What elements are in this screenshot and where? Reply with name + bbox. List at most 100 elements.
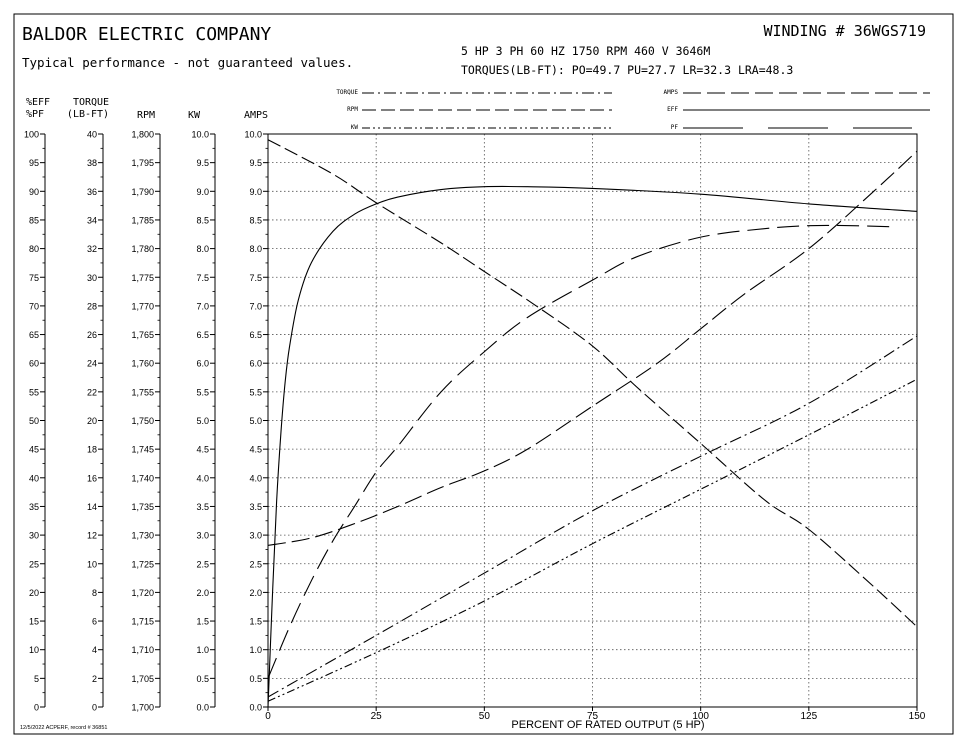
y-tick-label-rpm: 1,750 (131, 416, 154, 426)
x-tick-label: 50 (479, 711, 491, 722)
legend-label-eff: EFF (667, 106, 678, 113)
y-tick-label-torque: 6 (92, 617, 97, 627)
series-line-eff (267, 185, 918, 708)
y-tick-label-amps: 9.0 (249, 187, 262, 197)
x-tick-label: 0 (265, 711, 271, 722)
y-tick-label-rpm: 1,715 (131, 617, 154, 627)
y-tick-label-rpm: 1,700 (131, 703, 154, 713)
y-tick-label-rpm: 1,770 (131, 301, 154, 311)
y-tick-label-amps: 2.0 (249, 588, 262, 598)
x-tick-label: 25 (371, 711, 383, 722)
y-tick-label-kw: 8.0 (196, 244, 209, 254)
y-tick-label-amps: 7.5 (249, 273, 262, 283)
y-tick-label-eff_pf: 15 (29, 617, 39, 627)
y-tick-label-torque: 38 (87, 158, 97, 168)
y-tick-label-amps: 9.5 (249, 158, 262, 168)
y-tick-label-rpm: 1,735 (131, 502, 154, 512)
axes: 0 25 50 75 100 125 150051015202530354045505560… (24, 130, 926, 723)
y-tick-label-kw: 4.5 (196, 445, 209, 455)
y-tick-label-amps: 1.0 (249, 645, 262, 655)
y-tick-label-torque: 40 (87, 130, 97, 140)
y-tick-label-amps: 0.5 (249, 674, 262, 684)
series-line-kw (267, 378, 918, 702)
axis-header-rpm: RPM (137, 110, 155, 121)
y-tick-label-torque: 28 (87, 301, 97, 311)
y-tick-label-eff_pf: 30 (29, 531, 39, 541)
y-tick-label-eff_pf: 90 (29, 187, 39, 197)
axis-header-torque-unit: (LB-FT) (67, 109, 109, 120)
y-tick-label-kw: 5.5 (196, 387, 209, 397)
y-tick-label-kw: 10.0 (191, 130, 209, 140)
y-tick-label-amps: 2.5 (249, 559, 262, 569)
y-tick-label-amps: 4.5 (249, 445, 262, 455)
y-tick-label-amps: 8.0 (249, 244, 262, 254)
y-tick-label-eff_pf: 70 (29, 301, 39, 311)
y-tick-label-eff_pf: 45 (29, 445, 39, 455)
y-tick-label-eff_pf: 80 (29, 244, 39, 254)
y-tick-label-kw: 9.5 (196, 158, 209, 168)
y-tick-label-kw: 4.0 (196, 473, 209, 483)
y-tick-label-rpm: 1,755 (131, 387, 154, 397)
y-tick-label-eff_pf: 50 (29, 416, 39, 426)
y-tick-label-rpm: 1,710 (131, 645, 154, 655)
footer-record: 12/5/2022 ACPERF, record # 36851 (20, 725, 107, 731)
y-tick-label-torque: 10 (87, 559, 97, 569)
y-tick-label-eff_pf: 35 (29, 502, 39, 512)
y-tick-label-torque: 14 (87, 502, 97, 512)
legend: TORQUE RPM KW AMPS EFF PF (336, 89, 930, 131)
y-tick-label-amps: 4.0 (249, 473, 262, 483)
y-tick-label-rpm: 1,785 (131, 215, 154, 225)
y-tick-label-rpm: 1,705 (131, 674, 154, 684)
y-tick-label-amps: 8.5 (249, 215, 262, 225)
legend-label-torque: TORQUE (336, 89, 358, 96)
axis-header-eff: %EFF (26, 97, 50, 108)
axis-header-pf: %PF (26, 109, 44, 120)
y-tick-label-torque: 34 (87, 215, 97, 225)
y-tick-label-eff_pf: 40 (29, 473, 39, 483)
y-tick-label-eff_pf: 100 (24, 130, 39, 140)
x-tick-label: 75 (587, 711, 599, 722)
series-line-amps (267, 150, 918, 546)
y-tick-label-eff_pf: 75 (29, 273, 39, 283)
y-tick-label-torque: 12 (87, 531, 97, 541)
y-tick-label-torque: 24 (87, 359, 97, 369)
y-tick-label-rpm: 1,795 (131, 158, 154, 168)
y-tick-label-torque: 8 (92, 588, 97, 598)
axis-header-torque: TORQUE (73, 97, 109, 108)
y-tick-label-eff_pf: 5 (34, 674, 39, 684)
grid (268, 134, 917, 707)
x-tick-label: 150 (909, 711, 926, 722)
y-tick-label-torque: 18 (87, 445, 97, 455)
y-tick-label-eff_pf: 10 (29, 645, 39, 655)
y-tick-label-eff_pf: 25 (29, 559, 39, 569)
plot-area-border (267, 133, 918, 708)
y-tick-label-kw: 6.0 (196, 359, 209, 369)
y-tick-label-kw: 0.0 (196, 703, 209, 713)
y-tick-label-kw: 3.0 (196, 531, 209, 541)
y-tick-label-amps: 7.0 (249, 301, 262, 311)
axis-header-kw: KW (188, 110, 201, 121)
y-tick-label-rpm: 1,780 (131, 244, 154, 254)
y-tick-label-amps: 5.5 (249, 387, 262, 397)
y-tick-label-torque: 0 (92, 703, 97, 713)
y-tick-label-amps: 1.5 (249, 617, 262, 627)
legend-label-pf: PF (671, 124, 679, 131)
y-tick-label-kw: 9.0 (196, 187, 209, 197)
y-tick-label-torque: 22 (87, 387, 97, 397)
y-tick-label-kw: 2.5 (196, 559, 209, 569)
y-tick-label-rpm: 1,730 (131, 531, 154, 541)
y-tick-label-torque: 2 (92, 674, 97, 684)
y-tick-label-eff_pf: 60 (29, 359, 39, 369)
series-line-rpm (267, 139, 918, 628)
y-tick-label-torque: 36 (87, 187, 97, 197)
series-lines (267, 139, 918, 708)
y-tick-label-kw: 0.5 (196, 674, 209, 684)
x-tick-label: 125 (800, 711, 817, 722)
y-tick-label-torque: 26 (87, 330, 97, 340)
series-line-torque (267, 335, 918, 698)
y-tick-label-rpm: 1,760 (131, 359, 154, 369)
legend-label-rpm: RPM (347, 106, 358, 113)
y-tick-label-rpm: 1,720 (131, 588, 154, 598)
series-line-pf (267, 224, 896, 679)
y-tick-label-torque: 30 (87, 273, 97, 283)
